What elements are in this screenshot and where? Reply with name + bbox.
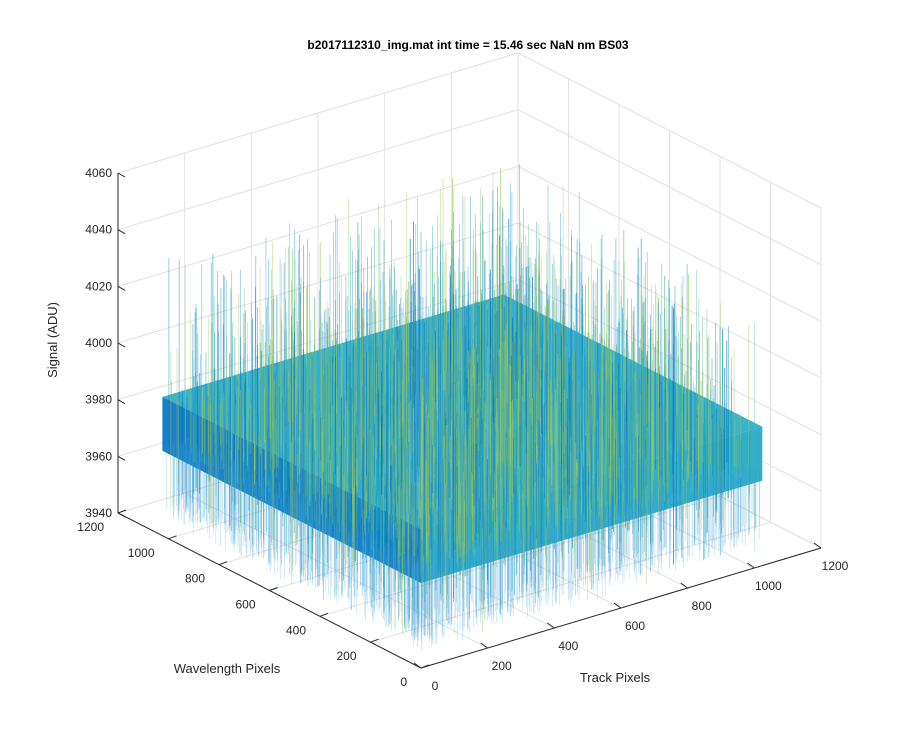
y-tick-mark — [269, 587, 278, 591]
x-tick-label: 400 — [558, 639, 578, 653]
x-axis-label: Track Pixels — [580, 670, 651, 685]
x-tick-label: 0 — [432, 679, 439, 693]
x-tick-mark — [747, 562, 755, 569]
y-tick-mark — [168, 535, 177, 540]
floor-grid-line-y — [319, 495, 721, 617]
y-tick-mark — [370, 638, 379, 643]
x-tick-label: 800 — [692, 599, 712, 613]
x-tick-mark — [813, 542, 822, 549]
z-tick-mark — [117, 512, 126, 518]
tick-labels: 0 200 400 600 800 1000 1200 0 200 400 600 800 1000 12… — [77, 166, 848, 693]
left-wall-grid-line — [117, 52, 519, 174]
y-tick-label: 1200 — [77, 520, 104, 534]
x-tick-label: 600 — [625, 619, 645, 633]
x-tick-mark — [680, 582, 688, 589]
z-tick-mark — [117, 399, 126, 405]
right-wall-grid-line — [517, 109, 822, 266]
z-tick-label: 4020 — [85, 279, 112, 293]
noise-spikes — [166, 164, 761, 651]
z-tick-mark — [117, 229, 126, 235]
x-tick-mark — [547, 622, 555, 629]
y-tick-mark — [218, 561, 228, 566]
chart-title: b2017112310_img.mat int time = 15.46 sec… — [307, 38, 629, 52]
y-tick-label: 1000 — [128, 546, 155, 560]
z-tick-label: 3940 — [85, 506, 112, 520]
z-tick-mark — [117, 455, 126, 461]
x-tick-label: 200 — [492, 659, 512, 673]
y-axis-label: Wavelength Pixels — [174, 661, 281, 676]
y-tick-mark — [117, 509, 127, 514]
z-tick-mark — [117, 172, 126, 178]
y-tick-mark — [319, 612, 329, 617]
axes — [117, 172, 822, 669]
y-tick-label: 200 — [336, 649, 356, 663]
y-tick-label: 400 — [286, 623, 306, 637]
surface-plot — [162, 164, 763, 651]
left-wall-grid-line — [117, 165, 519, 287]
z-tick-label: 3960 — [85, 449, 112, 463]
z-axis-label: Signal (ADU) — [45, 302, 60, 378]
z-tick-mark — [117, 342, 126, 348]
y-tick-label: 0 — [400, 675, 407, 689]
y-tick-label: 800 — [185, 572, 205, 586]
z-tick-label: 4000 — [85, 336, 112, 350]
right-wall-grid-line — [517, 165, 822, 322]
left-wall-grid-line — [117, 109, 519, 231]
x-tick-label: 1000 — [755, 579, 782, 593]
z-tick-label: 4040 — [85, 223, 112, 237]
x-tick-label: 1200 — [822, 559, 849, 573]
z-tick-label: 3980 — [85, 393, 112, 407]
x-tick-mark — [413, 662, 422, 669]
x-tick-mark — [613, 602, 622, 609]
z-tick-mark — [117, 285, 126, 291]
y-tick-mark — [420, 664, 430, 669]
right-wall-grid-line — [517, 52, 822, 209]
x-tick-mark — [480, 642, 488, 649]
y-tick-label: 600 — [235, 598, 255, 612]
z-tick-label: 4060 — [85, 166, 112, 180]
